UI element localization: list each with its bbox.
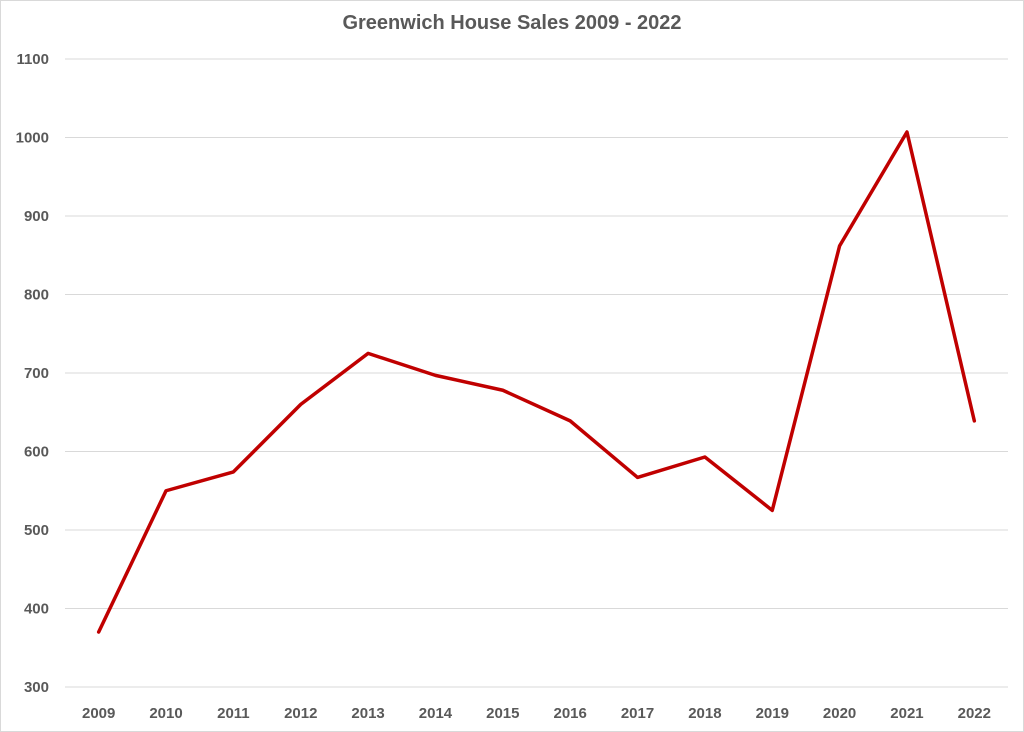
x-tick-label: 2018 (688, 705, 721, 722)
chart-title: Greenwich House Sales 2009 - 2022 (342, 12, 682, 34)
y-tick-label: 700 (24, 365, 49, 382)
y-tick-label: 1000 (16, 130, 49, 147)
x-tick-label: 2011 (217, 705, 250, 722)
x-tick-label: 2015 (486, 705, 519, 722)
x-tick-label: 2022 (958, 705, 991, 722)
x-tick-label: 2010 (149, 705, 182, 722)
y-tick-label: 400 (24, 601, 49, 618)
x-tick-label: 2016 (553, 705, 586, 722)
x-tick-label: 2021 (890, 705, 923, 722)
y-tick-label: 300 (24, 679, 49, 696)
y-tick-label: 600 (24, 444, 49, 461)
x-tick-label: 2014 (419, 705, 453, 722)
x-tick-label: 2020 (823, 705, 856, 722)
y-tick-label: 900 (24, 208, 49, 225)
x-tick-label: 2019 (756, 705, 789, 722)
x-tick-label: 2017 (621, 705, 654, 722)
x-tick-label: 2012 (284, 705, 317, 722)
x-tick-label: 2009 (82, 705, 115, 722)
y-tick-label: 500 (24, 522, 49, 539)
x-tick-label: 2013 (351, 705, 384, 722)
y-tick-label: 1100 (16, 51, 49, 68)
series-line (96, 130, 977, 634)
y-tick-label: 800 (24, 287, 49, 304)
